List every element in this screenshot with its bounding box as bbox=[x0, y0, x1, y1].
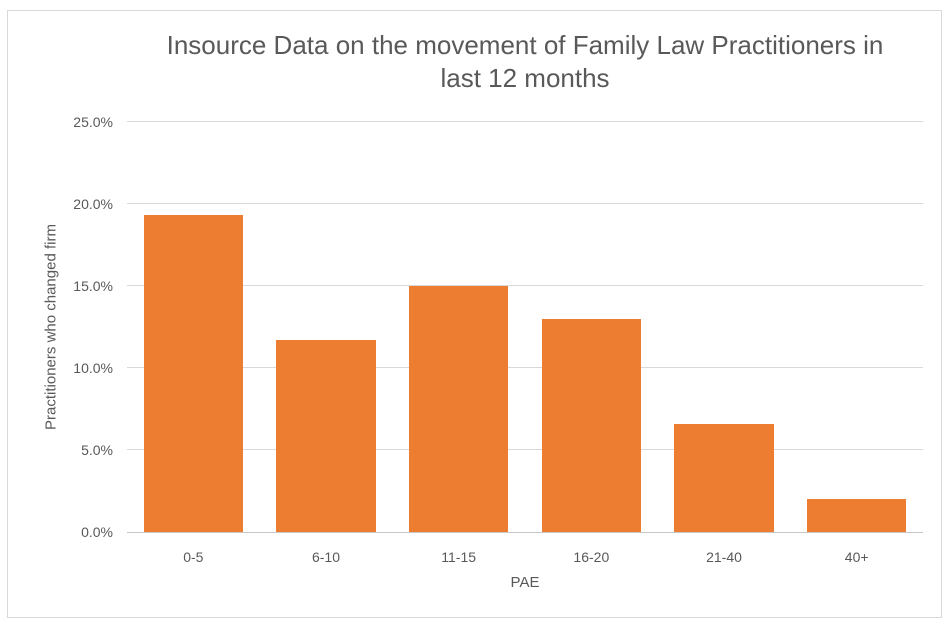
y-tick-label: 5.0% bbox=[81, 442, 113, 458]
chart-title: Insource Data on the movement of Family … bbox=[127, 29, 923, 95]
y-tick-label: 25.0% bbox=[73, 114, 113, 130]
y-tick-label: 0.0% bbox=[81, 524, 113, 540]
bar-series bbox=[127, 122, 923, 532]
chart-title-line-1: Insource Data on the movement of Family … bbox=[166, 30, 884, 60]
bar-16-20 bbox=[541, 318, 642, 532]
bar-slot-6-10 bbox=[260, 122, 393, 532]
x-tick-label-11-15: 11-15 bbox=[441, 549, 477, 565]
y-tick-label: 15.0% bbox=[73, 278, 113, 294]
x-tick-label-40+: 40+ bbox=[844, 549, 869, 565]
y-axis-title: Practitioners who changed firm bbox=[42, 224, 60, 430]
gridline-20 bbox=[127, 203, 923, 204]
y-tick-label: 20.0% bbox=[73, 196, 113, 212]
bar-6-10 bbox=[276, 340, 376, 532]
gridline-15 bbox=[127, 285, 923, 286]
bar-slot-0-5 bbox=[127, 122, 260, 532]
gridline-10 bbox=[127, 367, 923, 368]
x-tick-label-0-5: 0-5 bbox=[183, 549, 204, 565]
gridline-25 bbox=[127, 121, 923, 122]
bar-40+ bbox=[806, 499, 907, 532]
bar-slot-16-20 bbox=[525, 122, 658, 532]
chart-title-line-2: last 12 months bbox=[440, 63, 610, 93]
y-tick-label: 10.0% bbox=[73, 360, 113, 376]
bar-21-40 bbox=[674, 423, 774, 532]
bar-slot-40+ bbox=[790, 122, 923, 532]
gridline-5 bbox=[127, 449, 923, 450]
bar-slot-11-15 bbox=[392, 122, 525, 532]
chart-area: Insource Data on the movement of Family … bbox=[7, 10, 942, 618]
x-tick-label-6-10: 6-10 bbox=[311, 549, 340, 565]
bar-11-15 bbox=[408, 286, 509, 532]
bar-0-5 bbox=[143, 215, 244, 532]
x-axis-title: PAE bbox=[510, 574, 540, 591]
x-tick-label-21-40: 21-40 bbox=[706, 549, 742, 565]
x-tick-label-16-20: 16-20 bbox=[573, 549, 610, 565]
plot-area bbox=[127, 121, 923, 533]
bar-slot-21-40 bbox=[658, 122, 791, 532]
